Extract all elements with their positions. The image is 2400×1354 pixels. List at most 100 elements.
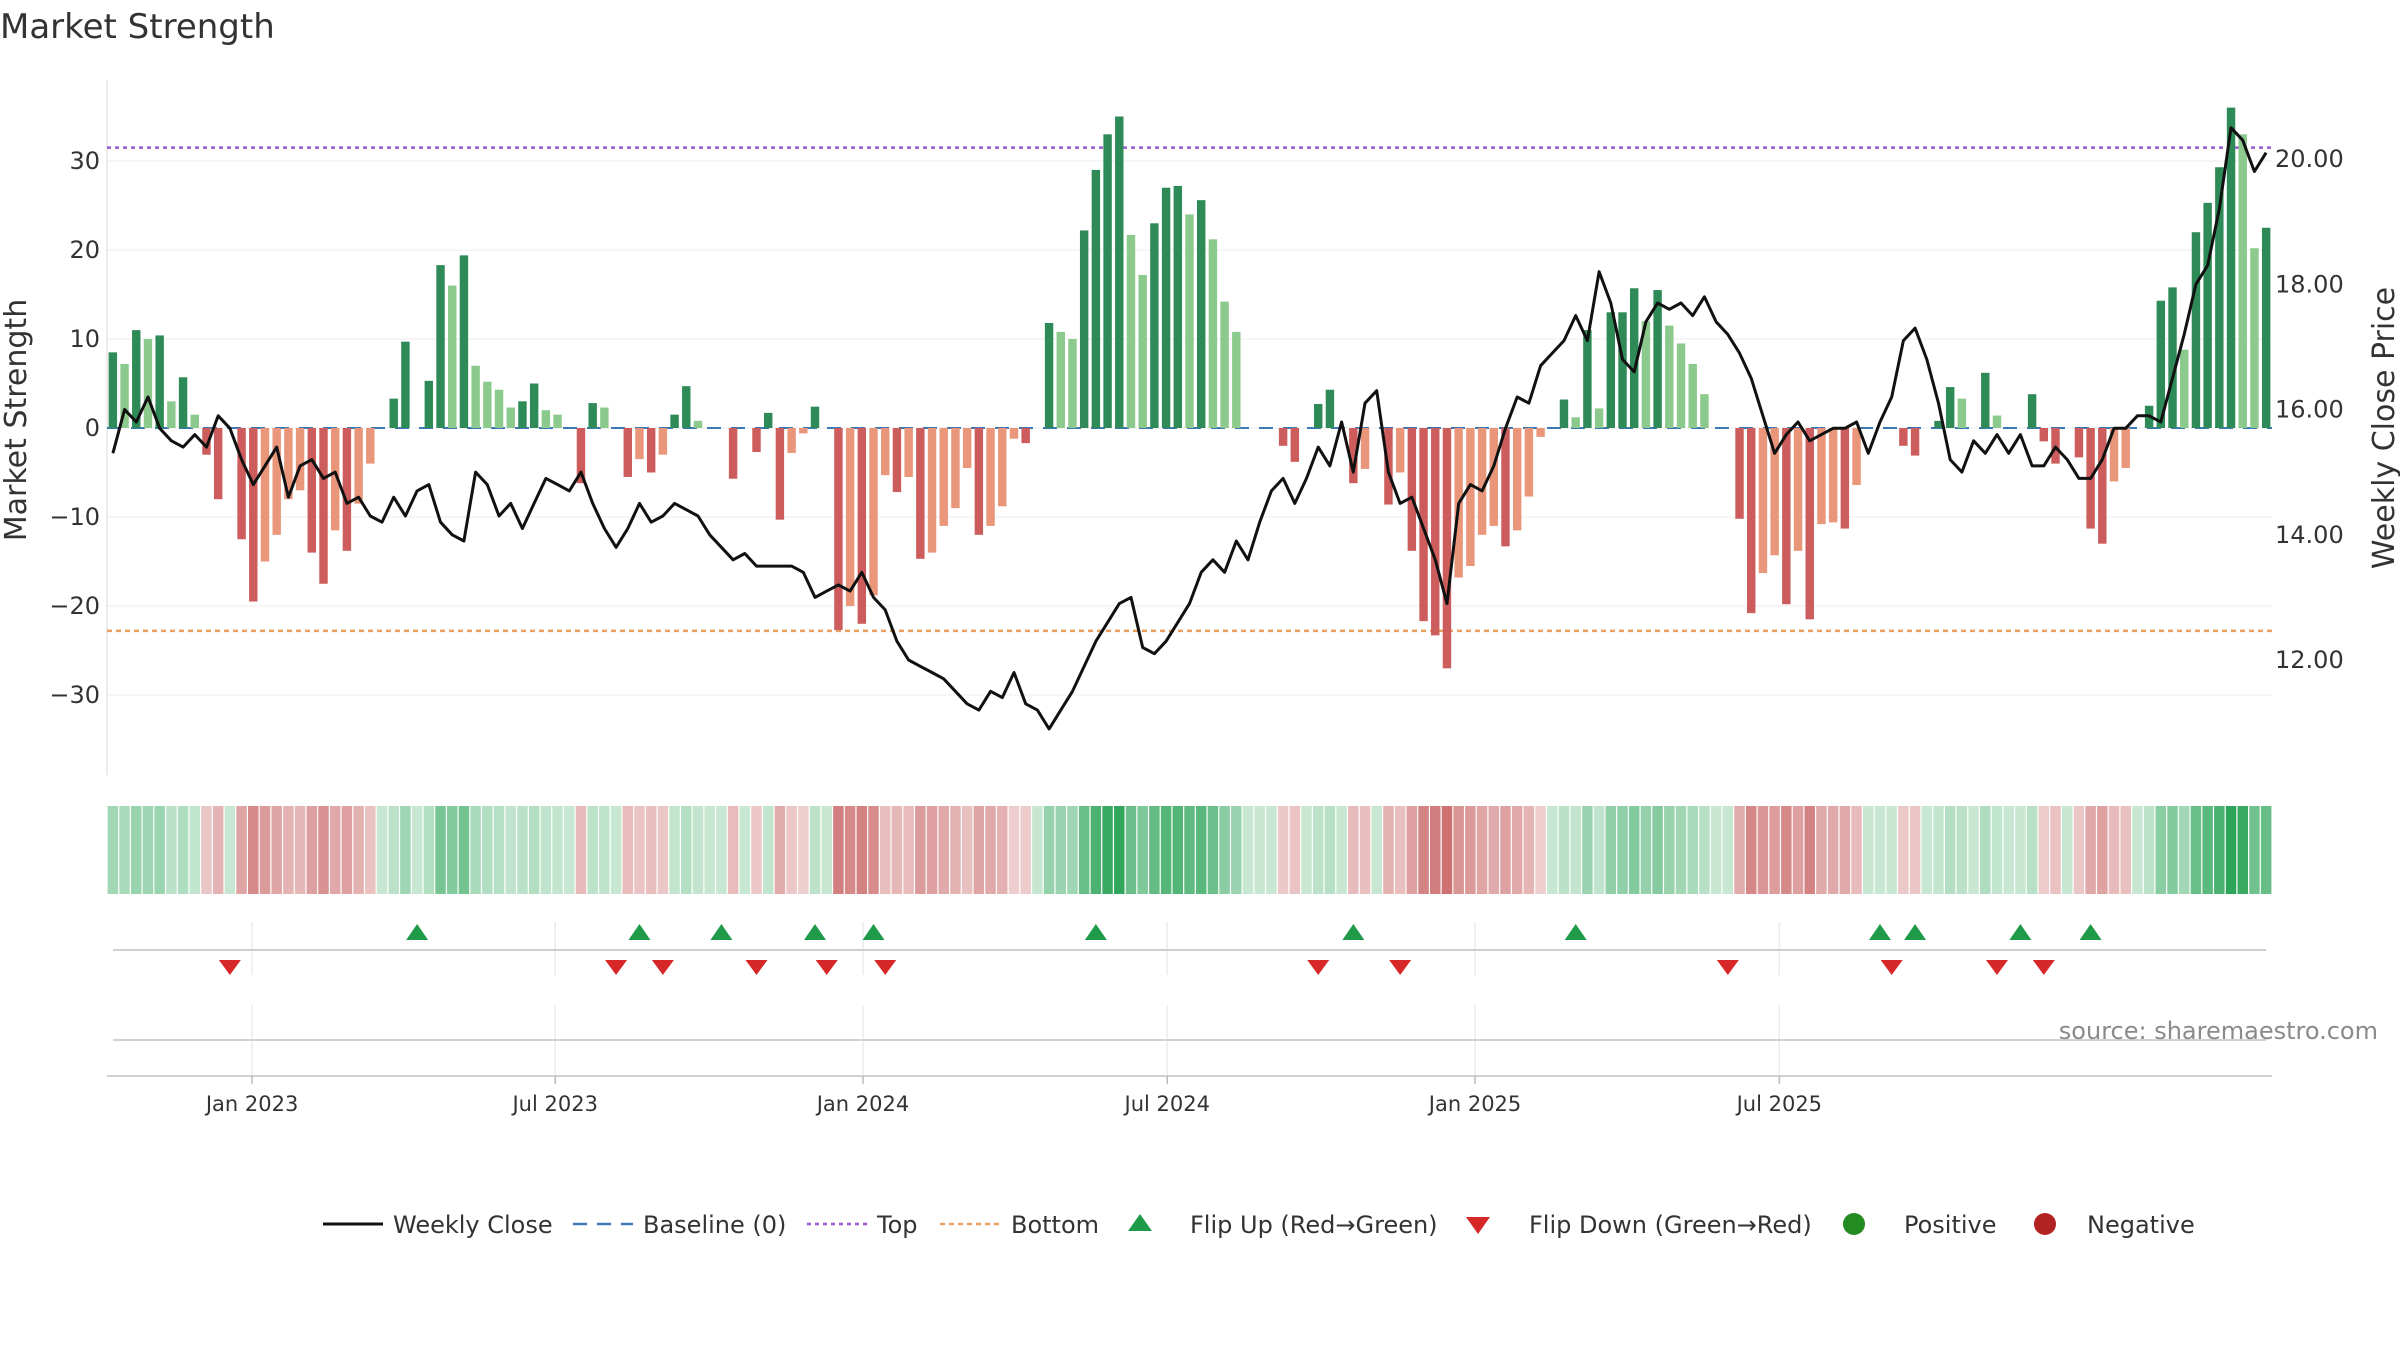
left-tick-label: 0 (85, 414, 100, 442)
heat-cell (1991, 806, 2003, 894)
heat-cell (411, 806, 423, 894)
strength-bar (693, 420, 703, 428)
strength-bar (588, 403, 597, 428)
heat-cell (1453, 806, 1464, 894)
strength-bar (2027, 394, 2037, 428)
heat-cell (1675, 806, 1687, 894)
heat-cell (1804, 806, 1815, 894)
heat-cell (540, 806, 552, 894)
heat-cell (1523, 806, 1535, 894)
heat-cell (1324, 806, 1336, 894)
strength-bar (1196, 200, 1206, 428)
right-tick-label: 18.00 (2275, 270, 2344, 298)
strength-bar (506, 407, 515, 428)
strength-bar (1407, 428, 1417, 551)
heat-cell (622, 806, 634, 894)
heat-cell (1570, 806, 1581, 894)
flip-down-marker (1716, 960, 1739, 975)
heat-cell (751, 806, 762, 894)
heat-cell (727, 806, 739, 894)
heat-cell (2003, 806, 2014, 894)
strength-bar (307, 428, 317, 553)
heat-cell (1781, 806, 1792, 894)
strength-bar (2261, 227, 2271, 428)
heat-cell (1816, 806, 1827, 894)
heat-cell (645, 806, 657, 894)
strength-bar (1501, 428, 1510, 547)
heat-cell (189, 806, 201, 894)
right-axis-ticks: 20.00 18.00 16.00 14.00 12.00 (2275, 145, 2344, 674)
strength-bar (272, 428, 281, 535)
heat-cell (1032, 806, 1043, 894)
strength-bar (1185, 214, 1194, 428)
strength-bar (401, 341, 410, 428)
weekly-close-line (111, 126, 2268, 731)
strength-bar (366, 428, 375, 464)
strength-bar (1992, 415, 2002, 428)
heat-cell (1792, 806, 1804, 894)
heat-cell (1933, 806, 1944, 894)
heat-cell (482, 806, 493, 894)
strength-bar (986, 428, 995, 526)
strength-bar (1957, 398, 1967, 428)
heat-cell (493, 806, 505, 894)
strength-bar (1665, 325, 1674, 428)
heat-cell (1219, 806, 1230, 894)
heat-cell (154, 806, 165, 894)
strength-bar (494, 389, 504, 428)
heat-cell (868, 806, 879, 894)
right-tick-label: 16.00 (2275, 396, 2344, 424)
strength-bar (763, 412, 773, 428)
strength-bar (1828, 428, 1838, 523)
strength-bar (132, 330, 141, 428)
flip-up-marker (406, 924, 429, 940)
heat-cell (1406, 806, 1418, 894)
heat-cell (458, 806, 470, 894)
heat-cell (1312, 806, 1324, 894)
strength-bar (1477, 428, 1487, 535)
strength-bar (623, 428, 632, 477)
heat-cell (376, 806, 388, 894)
heat-cell (1137, 806, 1148, 894)
strength-bar (1793, 428, 1803, 551)
strength-bar (1068, 339, 1077, 428)
heat-cell (1231, 806, 1242, 894)
date-tick-label: Jan 2025 (1427, 1092, 1522, 1116)
strength-bar (845, 428, 855, 606)
heat-cell (1582, 806, 1593, 894)
strength-bar (1009, 428, 1019, 439)
strength-bar (1618, 312, 1627, 428)
strength-bar (1688, 363, 1697, 428)
legend-label-flip-up: Flip Up (Red→Green) (1190, 1211, 1438, 1239)
strength-bar (1559, 399, 1569, 428)
strength-bar (448, 285, 457, 428)
strength-bar (600, 407, 609, 428)
strength-bar (424, 380, 434, 428)
strength-bar (1115, 116, 1124, 428)
strength-bar (190, 414, 199, 428)
right-tick-label: 20.00 (2275, 145, 2344, 173)
heat-cell (1769, 806, 1780, 894)
heat-cell (1172, 806, 1184, 894)
heat-cell (762, 806, 774, 894)
legend-label-top: Top (876, 1211, 918, 1239)
heat-cell (1722, 806, 1734, 894)
strength-bar (1290, 428, 1300, 462)
strength-bar (1641, 321, 1651, 428)
heat-cell (2132, 806, 2143, 894)
strength-bar (1840, 428, 1850, 529)
heat-cell (142, 806, 154, 894)
date-tick-label: Jul 2025 (1735, 1092, 1822, 1116)
strength-bar (483, 381, 492, 428)
heat-cell (1511, 806, 1523, 894)
heat-cell (2120, 806, 2131, 894)
flip-markers-panel (113, 922, 2266, 975)
strength-bar (2098, 428, 2107, 544)
strength-bar (1150, 223, 1159, 428)
left-tick-label: −30 (49, 681, 100, 709)
strength-bar (1758, 428, 1768, 574)
heat-cell (1863, 806, 1874, 894)
flip-down-marker (651, 960, 674, 975)
strength-bar (1466, 428, 1475, 566)
